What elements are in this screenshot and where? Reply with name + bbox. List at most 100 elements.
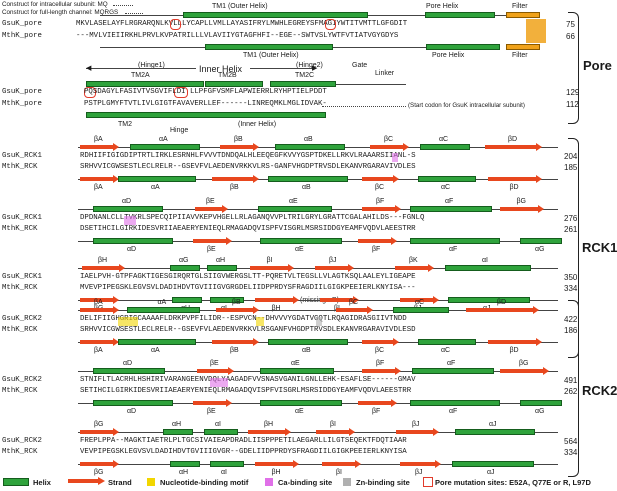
ss-label: βA (94, 347, 103, 354)
strand-body (358, 401, 392, 405)
strand-element (248, 428, 292, 436)
inner-helix-bottom-label: (Inner Helix) (238, 121, 277, 128)
legend-ca-label: Ca-binding site (278, 478, 333, 487)
strand-element (400, 460, 442, 468)
ss-label: αF (445, 198, 454, 205)
strand-head (348, 264, 354, 272)
tm1-outer-label-top: TM1 (Outer Helix) (212, 3, 268, 10)
strand-body (488, 177, 537, 181)
ss-label: βD (508, 136, 518, 143)
strand-element (250, 264, 295, 272)
ss-label: αF (449, 246, 458, 253)
seq-name: MthK_RCK (2, 225, 38, 233)
seq-name: MthK_RCK (2, 326, 38, 334)
seq-name: MthK_RCK (2, 163, 38, 171)
helix-element (448, 297, 530, 303)
seq-text: MVEVPIPEGSKLEGVSVLDADIHDVTGVIIIGVGRGDELI… (80, 284, 416, 292)
strand-body (485, 145, 537, 149)
loop (100, 47, 205, 48)
helix-element (204, 429, 238, 435)
tm2a-helix (86, 81, 204, 87)
legend-strand-swatch (68, 479, 98, 483)
strand-body (500, 207, 539, 211)
helix-element (520, 400, 562, 406)
strand-element (488, 338, 543, 346)
strand-body (362, 207, 396, 211)
ss-label: αI (221, 469, 227, 476)
strand-head (403, 143, 409, 151)
helix-element (520, 238, 562, 244)
mutation-site-e52 (325, 19, 336, 30)
seq-number: 66 (566, 32, 575, 41)
strand-head (533, 306, 539, 314)
inner-helix-span (86, 68, 196, 69)
legend-nucleotide-swatch (147, 478, 155, 486)
ss-label: αC (441, 184, 451, 191)
strand-head (395, 367, 401, 375)
seq-name: MthK_RCK (2, 284, 38, 292)
ss-label: αE (289, 198, 298, 205)
note-leader-1 (113, 5, 133, 6)
strand-body (466, 308, 534, 312)
strand-head (113, 306, 119, 314)
seq-text: STNIFLTLACRHLHSHIRIVARANGEENVDQLYAAGADFV… (80, 376, 416, 384)
seq-name: MthK_RCK (2, 387, 38, 395)
ss-label: βF (376, 198, 385, 205)
strand-element (485, 143, 543, 151)
ss-label: αE (295, 408, 304, 415)
seq-number: 204 (564, 152, 578, 161)
ss-label: βC (384, 136, 394, 143)
seq-text: IAELPVH-GTPFAGKTIGESGIRQRTGLSIIGVWERGSLT… (80, 273, 416, 281)
ss-label: βD (509, 184, 519, 191)
strand-element (336, 306, 374, 314)
strand-element (82, 264, 126, 272)
strand-body (80, 298, 114, 302)
ss-label: βC (375, 347, 385, 354)
strand-head (353, 296, 359, 304)
strand-body (315, 266, 349, 270)
strand-head (288, 264, 294, 272)
strand-head (222, 205, 228, 213)
legend-mutation-swatch (423, 477, 433, 487)
strand-head (543, 367, 549, 375)
arrow-left-icon: ◀ (86, 65, 92, 72)
strand-head (253, 338, 259, 346)
seq-text: ---MVLVIEIIRKHLPRVLKVPATRILLLVLAVIIYGTAG… (76, 32, 399, 40)
helix-element (410, 206, 492, 212)
strand-body (500, 369, 544, 373)
ss-label: βH (264, 421, 274, 428)
seq-number: 422 (564, 315, 578, 324)
strand-element (220, 143, 260, 151)
seq-number: 112 (566, 100, 579, 109)
legend-zn-label: Zn-binding site (356, 478, 410, 487)
strand-element (358, 399, 398, 407)
seq-number: 185 (564, 163, 578, 172)
strand-head (113, 175, 119, 183)
strand-body (220, 145, 254, 149)
strand-head (285, 428, 291, 436)
start-codon-leader (322, 106, 406, 107)
ss-label: αA (157, 299, 167, 306)
seq-name: GsuK_pore (2, 20, 42, 28)
helix-element (410, 238, 500, 244)
seq-text: PQSDAGYLFASIVTVSGVIFLDI LLPFGFVSMFLAPWIE… (84, 88, 327, 96)
ss-label: αA (151, 347, 160, 354)
helix-element (455, 429, 535, 435)
ss-label: βG (516, 198, 526, 205)
ss-label: αB (304, 136, 313, 143)
strand-body (80, 145, 114, 149)
filter-bar-bottom (506, 44, 540, 50)
strand-body (316, 430, 350, 434)
seq-text: SETIHCILGIRKIDESVRIIAEAERYENIEQLRMAGADQV… (80, 387, 412, 395)
legend-mutation-label: Pore mutation sites: E52A, Q77E or R, L9… (435, 478, 591, 487)
tm1-outer-label-bottom: TM1 (Outer Helix) (243, 52, 299, 59)
ss-label: αE (291, 360, 300, 367)
ss-label: αG (535, 408, 545, 415)
strand-head (226, 399, 232, 407)
strand-element (193, 399, 233, 407)
seq-number: 491 (564, 376, 578, 385)
ss-label: βD (509, 347, 519, 354)
ss-label: βE (210, 360, 219, 367)
ss-loop (78, 464, 558, 465)
